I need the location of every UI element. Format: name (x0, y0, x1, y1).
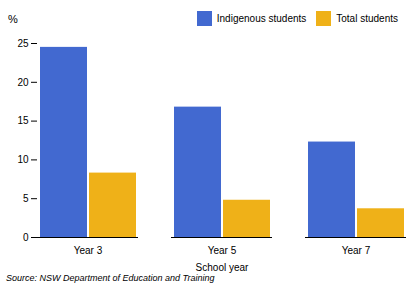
html-text:Total students: Total students (336, 13, 398, 24)
svg-text:25: 25 (17, 38, 29, 49)
svg-text:School year: School year (196, 262, 249, 273)
svg-text:Year 5: Year 5 (208, 245, 237, 256)
html-text:Source: NSW Department of Educ: Source: NSW Department of Education and … (6, 273, 215, 283)
svg-text:Year 7: Year 7 (342, 245, 371, 256)
svg-text:Year 3: Year 3 (74, 245, 103, 256)
svg-text:20: 20 (17, 77, 29, 88)
svg-text:0: 0 (23, 232, 29, 243)
svg-text:15: 15 (17, 115, 29, 126)
html-text:Indigenous students: Indigenous students (216, 13, 307, 24)
svg-text:5: 5 (23, 193, 29, 204)
svg-text:10: 10 (17, 154, 29, 165)
